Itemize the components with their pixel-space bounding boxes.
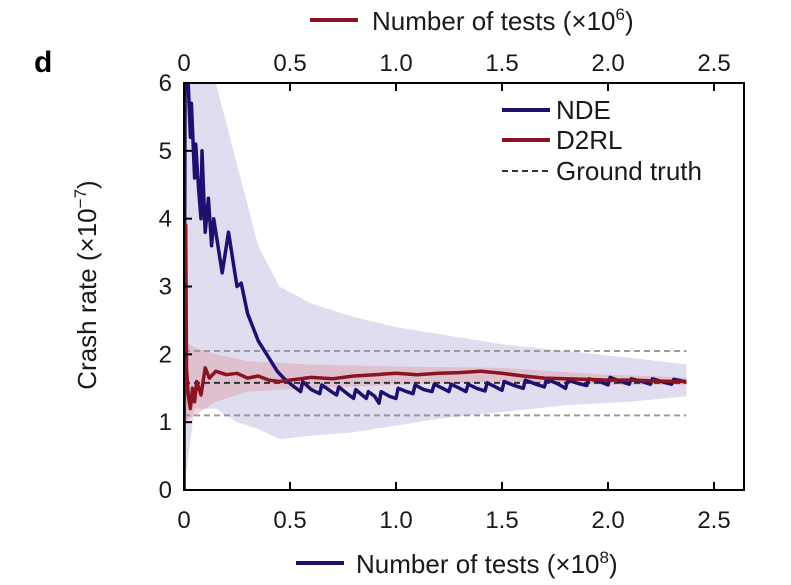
top-tick-label: 2.5 <box>697 50 730 77</box>
bottom-tick-label: 2.5 <box>697 507 730 534</box>
series-line-d2rl <box>184 223 687 490</box>
legend: NDE D2RL Ground truth <box>502 95 702 186</box>
band-d2rl <box>184 340 687 423</box>
y-axis-label: Crash rate (×10−7) <box>71 180 102 389</box>
y-tick-label: 0 <box>159 477 172 504</box>
panel-label: d <box>34 46 52 79</box>
data-series <box>184 83 687 490</box>
top-tick-label: 0.5 <box>273 50 306 77</box>
top-axis-title: Number of tests (×106) <box>310 5 634 36</box>
bottom-tick-label: 1.0 <box>379 507 412 534</box>
y-tick-label: 4 <box>159 206 172 233</box>
legend-nde-label: NDE <box>556 95 611 125</box>
bottom-tick-label: 2.0 <box>591 507 624 534</box>
legend-ground-truth-label: Ground truth <box>556 156 702 186</box>
bottom-axis-label: Number of tests (×108) <box>356 548 618 579</box>
top-tick-label: 2.0 <box>591 50 624 77</box>
bottom-tick-label: 0.5 <box>273 507 306 534</box>
legend-d2rl-label: D2RL <box>556 125 622 155</box>
top-axis-label: Number of tests (×106) <box>372 5 634 36</box>
top-tick-label: 1.0 <box>379 50 412 77</box>
y-tick-label: 3 <box>159 274 172 301</box>
y-tick-label: 6 <box>159 70 172 97</box>
y-tick-label: 1 <box>159 409 172 436</box>
series-line-nde <box>184 83 687 490</box>
y-tick-label: 2 <box>159 341 172 368</box>
bottom-axis-title: Number of tests (×108) <box>296 548 618 579</box>
bottom-tick-label: 1.5 <box>485 507 518 534</box>
axis-ticks: 0 0.5 1.0 1.5 2.0 2.5 0 0.5 1.0 1.5 2.0 2.5 0 1 2 3 4 5 6 <box>159 50 731 534</box>
top-tick-label: 1.5 <box>485 50 518 77</box>
bottom-tick-label: 0 <box>177 507 190 534</box>
y-tick-label: 5 <box>159 138 172 165</box>
top-tick-label: 0 <box>177 50 190 77</box>
